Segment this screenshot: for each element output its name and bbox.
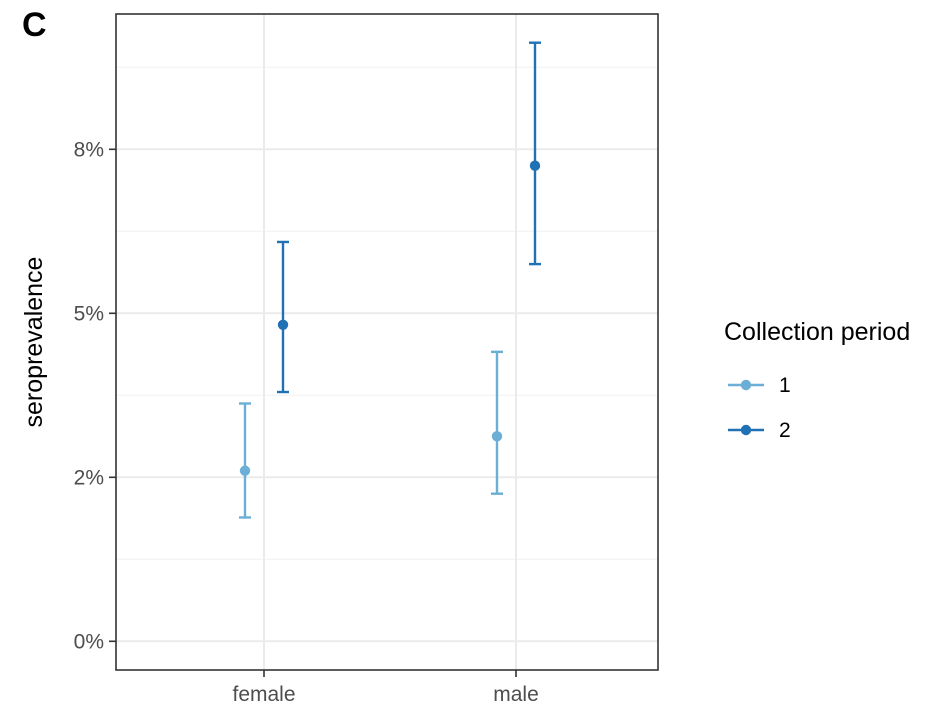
legend-item-2: 2 bbox=[728, 419, 791, 442]
x-tick-label-1: male bbox=[493, 683, 539, 706]
legend-key-point bbox=[740, 424, 752, 436]
errorbar-series-1-male bbox=[491, 350, 503, 495]
y-tick-label-0: 0% bbox=[74, 630, 104, 653]
point-series-1-female bbox=[239, 465, 251, 476]
errorbar-series-2-female bbox=[277, 240, 289, 394]
legend-title: Collection period bbox=[724, 318, 910, 346]
x-tick-label-0: female bbox=[232, 683, 295, 706]
legend-label: 1 bbox=[779, 374, 791, 397]
legend-key-point bbox=[740, 379, 752, 391]
y-axis-label: seroprevalence bbox=[20, 257, 48, 428]
legend-label: 2 bbox=[779, 419, 791, 442]
legend-item-1: 1 bbox=[728, 374, 791, 397]
plot-panel bbox=[116, 14, 658, 670]
point-series-2-female bbox=[277, 319, 289, 330]
point-series-1-male bbox=[491, 431, 503, 442]
y-tick-label-1: 2% bbox=[74, 466, 104, 489]
y-tick-label-2: 5% bbox=[74, 302, 104, 325]
point-series-2-male bbox=[529, 160, 541, 171]
y-tick-label-3: 8% bbox=[74, 138, 104, 161]
errorbar-series-2-male bbox=[529, 41, 541, 266]
plot-border bbox=[115, 13, 659, 671]
errorbar-series-1-female bbox=[239, 402, 251, 519]
panel-letter: C bbox=[22, 6, 47, 44]
